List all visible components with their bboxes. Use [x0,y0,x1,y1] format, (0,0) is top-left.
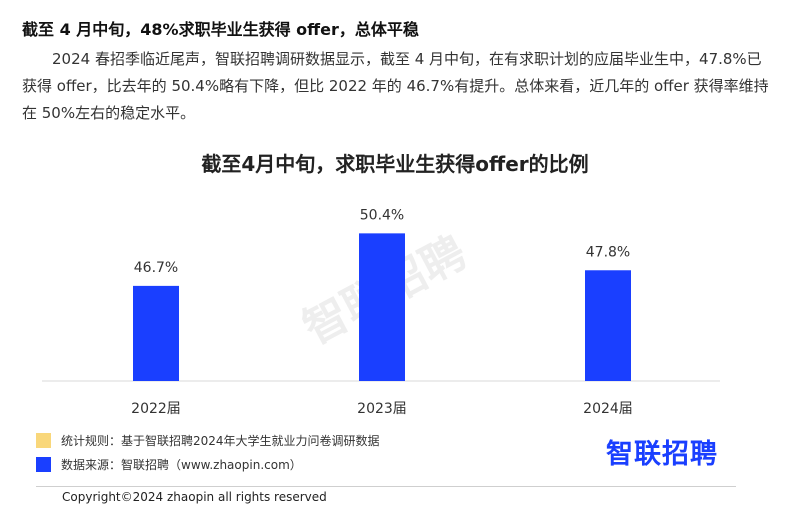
stat-rule-row: 统计规则：基于智联招聘2024年大学生就业力问卷调研数据 [36,428,380,452]
footer-divider [36,486,736,487]
stat-rule-text: 统计规则：基于智联招聘2024年大学生就业力问卷调研数据 [61,433,380,448]
chart-title: 截至4月中旬，求职毕业生获得offer的比例 [201,152,589,176]
data-label: 46.7% [134,260,178,276]
article-headline: 截至 4 月中旬，48%求职毕业生获得 offer，总体平稳 [22,20,419,39]
article-paragraph: 2024 春招季临近尾声，智联招聘调研数据显示，截至 4 月中旬，在有求职计划的… [22,50,769,122]
data-source-text: 数据来源：智联招聘（www.zhaopin.com） [61,457,302,472]
bar-chart: 46.7% 2022届 50.4% 2023届 47.8% 2024届 [42,207,720,417]
x-tick-label: 2022届 [131,401,181,417]
data-source-row: 数据来源：智联招聘（www.zhaopin.com） [36,452,380,476]
x-tick-label: 2023届 [357,401,407,417]
data-label: 50.4% [360,207,404,223]
x-tick-label: 2024届 [583,401,633,417]
chart-footer: 统计规则：基于智联招聘2024年大学生就业力问卷调研数据 数据来源：智联招聘（w… [36,428,380,476]
stat-rule-swatch [36,432,51,448]
copyright-text: Copyright©2024 zhaopin all rights reserv… [62,490,327,504]
bar-2022届 [133,285,179,381]
article: 截至 4 月中旬，48%求职毕业生获得 offer，总体平稳 2024 春招季临… [22,18,770,127]
data-source-swatch [36,456,51,472]
bar-2023届 [359,233,405,381]
zhaopin-logo: 智联招聘 [606,439,718,470]
bar-2024届 [585,270,631,381]
data-label: 47.8% [586,244,630,260]
